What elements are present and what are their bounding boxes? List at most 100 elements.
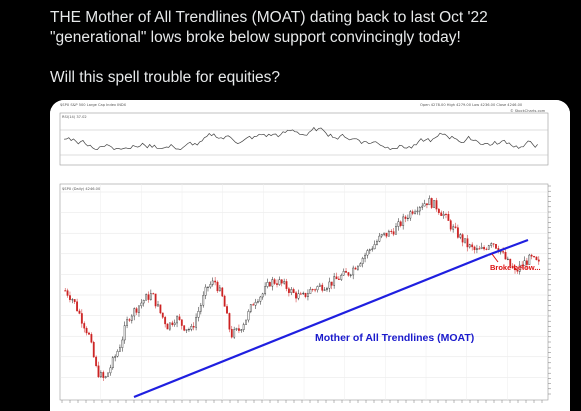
candle-body	[102, 372, 105, 378]
candle-body	[471, 244, 474, 248]
candle-body	[161, 312, 164, 318]
candle-body	[414, 211, 416, 214]
post-image[interactable]: $SPX S&P 500 Large Cap Index INDX Open 4…	[50, 100, 570, 411]
break-arrow	[491, 253, 499, 263]
candle-body	[421, 205, 424, 208]
candle-body	[406, 217, 409, 219]
candle-body	[95, 356, 98, 367]
candle-body	[359, 263, 362, 267]
candle-body	[190, 326, 193, 330]
candle-body	[147, 294, 150, 300]
candle-body	[440, 212, 443, 216]
candle-body	[271, 279, 274, 287]
candle-body	[459, 234, 462, 238]
candle-body	[85, 327, 88, 334]
candle-body	[340, 274, 343, 280]
candle-body	[135, 308, 138, 313]
candle-body	[380, 234, 383, 237]
candle-body	[188, 329, 190, 331]
candle-body	[428, 198, 431, 206]
candle-body	[307, 293, 309, 297]
candle-body	[73, 299, 76, 302]
candle-body	[192, 326, 195, 328]
candle-body	[247, 311, 250, 321]
candle-body	[71, 299, 74, 301]
candle-body	[199, 304, 202, 312]
candle-body	[383, 232, 386, 235]
moat-trendline	[133, 253, 489, 399]
post-text: THE Mother of All Trendlines (MOAT) dati…	[50, 8, 570, 88]
candle-body	[266, 282, 269, 287]
candle-body	[456, 227, 459, 238]
candle-body	[254, 301, 257, 306]
candle-body	[504, 252, 507, 260]
candle-body	[283, 281, 286, 284]
candle-body	[435, 200, 438, 210]
candle-body	[466, 238, 469, 248]
candle-body	[130, 315, 133, 321]
candle-body	[278, 279, 281, 285]
candle-body	[535, 256, 538, 261]
candle-body	[209, 284, 212, 288]
candle-body	[447, 214, 450, 221]
chart-header-symbol: $SPX S&P 500 Large Cap Index INDX	[60, 103, 127, 107]
chart-header-stats: Open 4278.00 High 4279.00 Low 4236.00 Cl…	[420, 103, 523, 107]
candle-body	[78, 310, 81, 314]
candle-body	[537, 259, 540, 262]
candle-body	[423, 203, 426, 207]
candle-body	[97, 365, 100, 378]
candle-body	[323, 289, 326, 291]
candle-body	[142, 300, 145, 304]
candle-body	[333, 276, 336, 286]
candle-body	[90, 334, 93, 343]
candle-body	[252, 304, 255, 306]
candle-body	[337, 278, 340, 280]
break-label: Broke below...	[490, 263, 541, 272]
candle-body	[385, 232, 388, 237]
candle-body	[416, 210, 419, 213]
candle-body	[487, 245, 490, 250]
candle-body	[311, 289, 314, 291]
candle-body	[437, 208, 440, 213]
candle-body	[480, 246, 483, 249]
stock-chart: $SPX S&P 500 Large Cap Index INDX Open 4…	[50, 100, 570, 411]
price-panel: $SPX (Daily) 4246.00 Broke below... Moth…	[59, 183, 549, 401]
candle-body	[159, 304, 162, 314]
candle-body	[347, 272, 350, 276]
candle-body	[195, 317, 198, 328]
candle-body	[328, 281, 331, 289]
candle-body	[180, 319, 183, 326]
candle-body	[292, 289, 295, 293]
price-label: $SPX (Daily) 4246.00	[62, 187, 101, 191]
candle-body	[392, 231, 395, 235]
candle-body	[397, 221, 400, 227]
candle-body	[176, 316, 178, 324]
candle-body	[202, 295, 205, 306]
candle-body	[461, 234, 464, 243]
candle-body	[368, 249, 371, 251]
candle-body	[426, 203, 428, 206]
trendline-label: Mother of All Trendlines (MOAT)	[315, 332, 474, 344]
candle-body	[449, 220, 452, 230]
candle-body	[287, 288, 290, 293]
candle-body	[64, 290, 67, 292]
candle-body	[133, 308, 136, 317]
candle-body	[430, 198, 433, 208]
candle-body	[302, 292, 305, 295]
candle-body	[309, 289, 312, 294]
candle-body	[149, 293, 152, 300]
candle-body	[66, 290, 69, 296]
candle-body	[387, 230, 390, 237]
candle-body	[276, 283, 278, 285]
candle-body	[495, 244, 497, 249]
candle-body	[238, 328, 240, 331]
candle-body	[126, 319, 128, 326]
candle-body	[445, 213, 447, 215]
candle-body	[257, 301, 259, 303]
candle-body	[511, 265, 514, 269]
candle-body	[321, 284, 324, 291]
candle-body	[109, 367, 112, 374]
candle-body	[314, 289, 317, 291]
candle-body	[492, 243, 495, 245]
moat-trendline-extension	[487, 238, 529, 257]
